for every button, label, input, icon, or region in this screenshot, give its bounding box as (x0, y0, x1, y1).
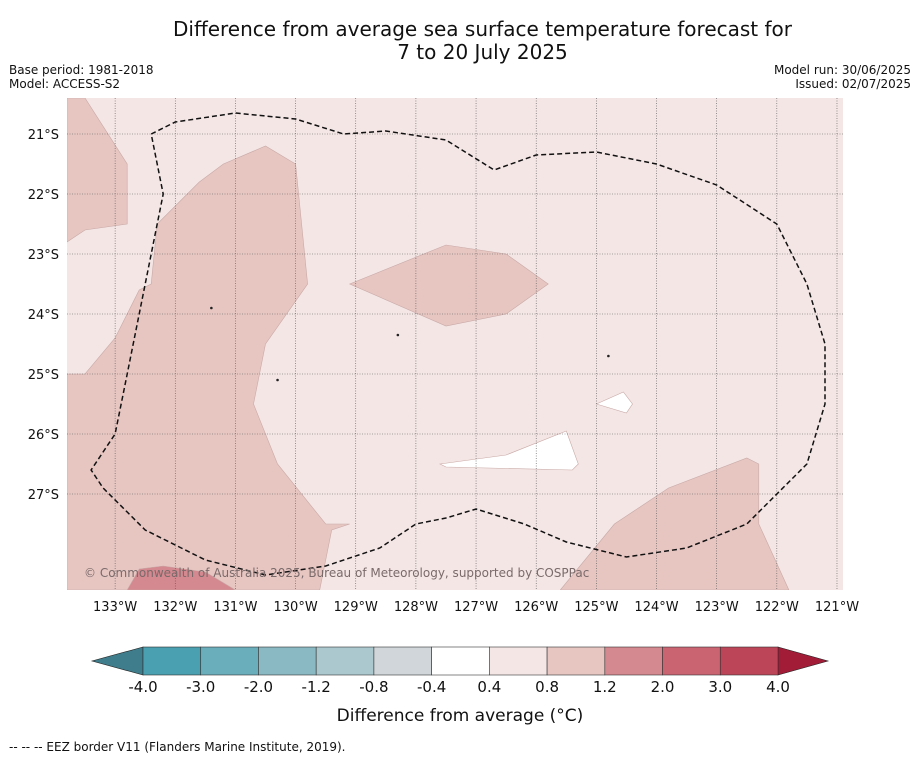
colorbar-tick-label: -3.0 (186, 678, 215, 696)
region-central-blob (348, 244, 549, 327)
colorbar-tick-label: 0.8 (535, 678, 559, 696)
region-white-patch-large (438, 430, 579, 471)
colorbar-swatch (373, 646, 432, 676)
colorbar-swatch (431, 646, 490, 676)
colorbar-swatch (719, 646, 779, 676)
lat-tick-label: 21°S (28, 128, 59, 143)
island-mark (396, 333, 400, 337)
eez-border-line (90, 112, 826, 576)
model-name: Model: ACCESS-S2 (9, 77, 121, 91)
map-plot-area: © Commonwealth of Australia 2025, Bureau… (67, 98, 843, 590)
lat-tick-label: 26°S (28, 428, 59, 443)
colorbar-swatch (489, 646, 548, 676)
base-period: Base period: 1981-2018 (9, 63, 154, 77)
colorbar-tick-label: 2.0 (651, 678, 675, 696)
lon-tick-label: 131°W (213, 600, 257, 615)
colorbar-tick-label: -1.2 (302, 678, 331, 696)
lon-tick-label: 122°W (755, 600, 799, 615)
chart-title: Difference from average sea surface temp… (0, 18, 919, 64)
lon-tick-label: 129°W (334, 600, 378, 615)
eez-footer-note: -- -- -- EEZ border V11 (Flanders Marine… (9, 740, 346, 754)
colorbar-swatch (546, 646, 606, 676)
lon-tick-label: 123°W (695, 600, 739, 615)
region-southwest-warm-patch (126, 565, 236, 590)
island-mark (276, 378, 279, 382)
title-line-1: Difference from average sea surface temp… (172, 17, 792, 41)
lon-tick-label: 132°W (153, 600, 197, 615)
colorbar-tick-label: -0.8 (359, 678, 388, 696)
meta-right: Model run: 30/06/2025 Issued: 02/07/2025 (774, 63, 911, 91)
title-line-2: 7 to 20 July 2025 (397, 40, 568, 64)
colorbar-tick-label: 4.0 (766, 678, 790, 696)
lon-tick-label: 125°W (574, 600, 618, 615)
colorbar-title: Difference from average (°C) (337, 706, 584, 726)
colorbar: -4.0 -3.0 -2.0 -1.2 -0.8 -0.4 0.4 0.8 1.2 2.0 3.0 4… (90, 646, 830, 726)
colorbar-tick-label: -2.0 (244, 678, 273, 696)
island-mark (210, 306, 213, 310)
lat-tick-label: 24°S (28, 308, 59, 323)
lon-tick-label: 133°W (93, 600, 137, 615)
meta-left: Base period: 1981-2018 Model: ACCESS-S2 (9, 63, 154, 91)
lat-tick-label: 27°S (28, 488, 59, 503)
colorbar-swatch (315, 646, 375, 676)
region-white-patch-small (595, 391, 633, 414)
lon-tick-label: 126°W (514, 600, 558, 615)
region-southeast-band (559, 457, 790, 590)
colorbar-over-extension (777, 646, 830, 676)
lat-tick-label: 23°S (28, 248, 59, 263)
lon-tick-label: 127°W (454, 600, 498, 615)
model-run: Model run: 30/06/2025 (773, 63, 911, 77)
colorbar-swatch (142, 646, 202, 676)
lon-tick-label: 130°W (274, 600, 318, 615)
lon-tick-label: 128°W (394, 600, 438, 615)
lon-tick-label: 121°W (815, 600, 859, 615)
colorbar-tick-label: 3.0 (708, 678, 732, 696)
issued-date: Issued: 02/07/2025 (795, 77, 911, 91)
colorbar-swatch (258, 646, 317, 676)
colorbar-under-extension (90, 646, 144, 676)
lon-tick-label: 124°W (634, 600, 678, 615)
colorbar-tick-label: -0.4 (417, 678, 446, 696)
lat-tick-label: 25°S (28, 368, 59, 383)
island-mark (607, 354, 610, 358)
colorbar-tick-label: 1.2 (593, 678, 617, 696)
copyright-note: © Commonwealth of Australia 2025, Bureau… (84, 566, 589, 580)
colorbar-tick-label: 0.4 (477, 678, 501, 696)
colorbar-swatch (604, 646, 663, 676)
colorbar-swatch (200, 646, 259, 676)
colorbar-swatch (662, 646, 721, 676)
colorbar-tick-label: -4.0 (128, 678, 157, 696)
lat-tick-label: 22°S (28, 188, 59, 203)
